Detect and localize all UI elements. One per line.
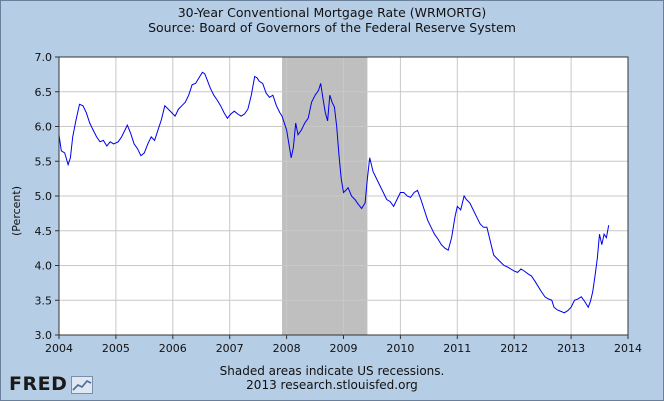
x-tick-label: 2007 xyxy=(216,342,244,355)
x-tick-label: 2005 xyxy=(102,342,130,355)
fred-logo[interactable]: FRED xyxy=(9,373,99,395)
series-line xyxy=(58,71,610,314)
y-tick-label: 3.5 xyxy=(35,294,53,307)
chart-subtitle: Source: Board of Governors of the Federa… xyxy=(148,20,516,35)
x-tick-label: 2009 xyxy=(330,342,358,355)
y-tick-label: 5.0 xyxy=(35,190,53,203)
y-tick-label: 5.5 xyxy=(35,155,53,168)
x-tick-label: 2010 xyxy=(386,342,414,355)
y-tick-label: 6.5 xyxy=(35,86,53,99)
x-tick-label: 2008 xyxy=(273,342,301,355)
chart-line-icon xyxy=(71,376,93,394)
fred-logo-text: FRED xyxy=(9,373,68,395)
x-tick-label: 2012 xyxy=(500,342,528,355)
y-tick-label: 3.0 xyxy=(35,329,53,342)
y-tick-label: 4.5 xyxy=(35,225,53,238)
y-tick-label: 6.0 xyxy=(35,121,53,134)
chart-title: 30-Year Conventional Mortgage Rate (WRMO… xyxy=(177,5,487,20)
recession-note: Shaded areas indicate US recessions. xyxy=(219,364,445,378)
y-tick-label: 4.0 xyxy=(35,260,53,273)
x-tick-label: 2011 xyxy=(443,342,471,355)
x-tick-label: 2013 xyxy=(557,342,585,355)
x-tick-label: 2006 xyxy=(159,342,187,355)
y-tick-label: 7.0 xyxy=(35,51,53,64)
y-axis-label: (Percent) xyxy=(10,186,23,236)
source-credit: 2013 research.stlouisfed.org xyxy=(246,378,418,392)
chart-svg: 3.0 3.5 4.0 4.5 5.0 5.5 6.0 6.5 7.0 2004 2005 2006 2… xyxy=(10,51,642,355)
x-tick-label: 2004 xyxy=(45,342,73,355)
x-tick-label: 2014 xyxy=(614,342,642,355)
